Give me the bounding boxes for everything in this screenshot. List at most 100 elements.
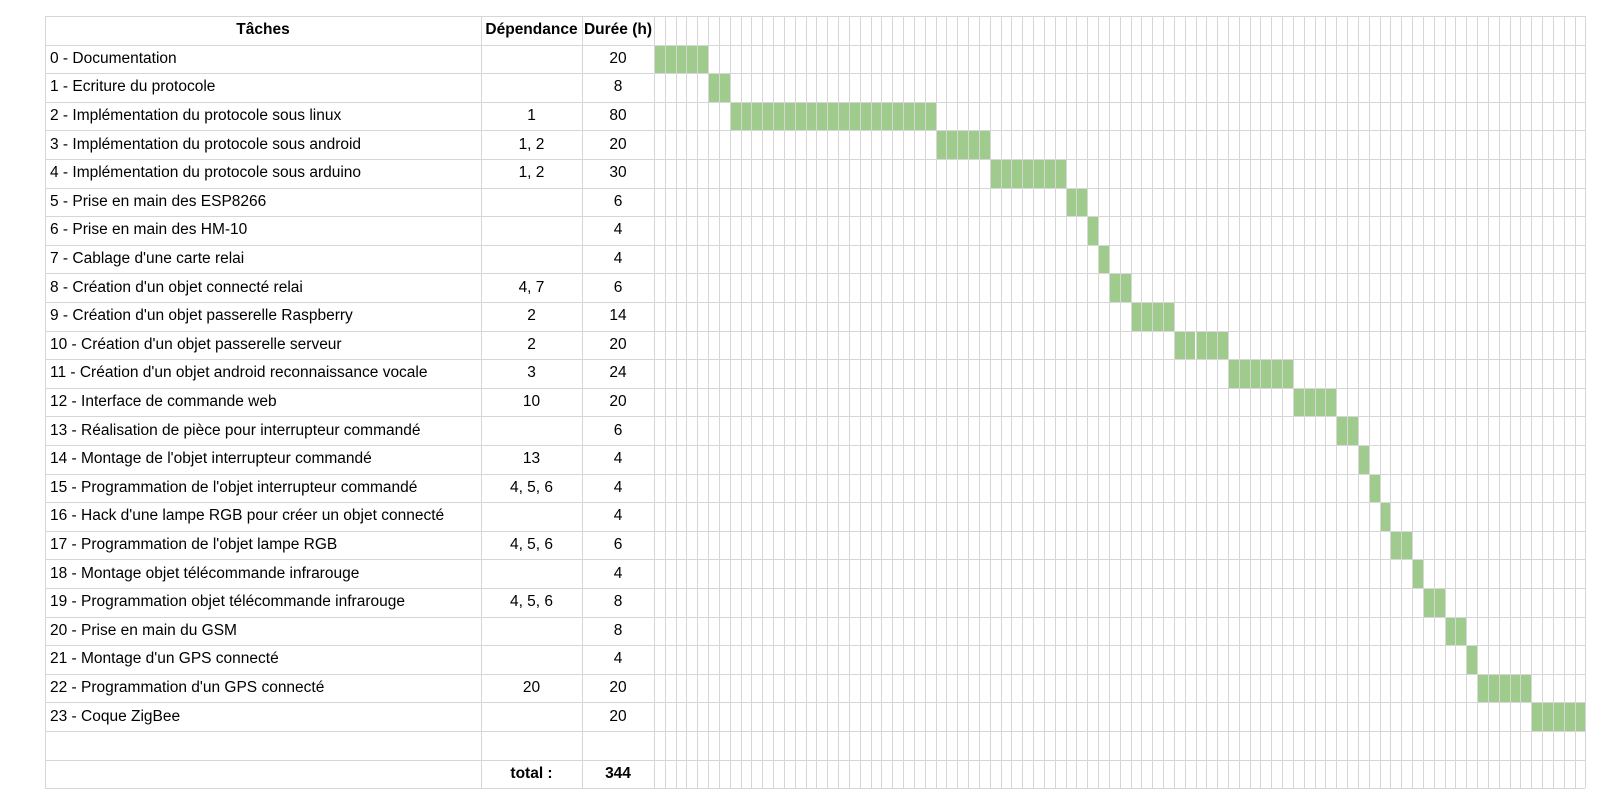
task-dependency xyxy=(481,645,582,674)
task-dependency: 4, 5, 6 xyxy=(509,478,554,496)
row-gridline xyxy=(45,302,1586,303)
gantt-bar-cell xyxy=(740,101,752,131)
gantt-bar-cell xyxy=(1314,387,1326,417)
timeline-gridline xyxy=(1433,16,1435,789)
timeline-gridline xyxy=(762,16,764,789)
gantt-bar-cell xyxy=(773,101,784,131)
row-gridline xyxy=(45,616,1586,618)
gantt-bar-cell xyxy=(1119,273,1131,302)
timeline-gridline xyxy=(968,16,970,789)
timeline-gridline xyxy=(794,16,796,789)
task-dependency: 20 xyxy=(522,679,541,697)
timeline-gridline xyxy=(708,16,710,789)
gantt-bar-cell xyxy=(1108,273,1120,302)
task-duration: 4 xyxy=(613,478,623,496)
task-name: 23 - Coque ZigBee xyxy=(50,707,181,725)
gantt-bar-cell xyxy=(1336,416,1348,445)
gantt-bar-cell xyxy=(1477,673,1488,703)
gantt-bar-cell xyxy=(664,44,676,74)
timeline-gridline xyxy=(1022,16,1024,789)
gantt-bar-cell xyxy=(1206,330,1218,360)
column-gridline xyxy=(654,16,655,789)
timeline-gridline xyxy=(913,16,915,789)
task-duration: 20 xyxy=(609,335,627,353)
gantt-bar-cell xyxy=(1390,530,1402,560)
gantt-bar-cell xyxy=(675,44,687,74)
gantt-bar-cell xyxy=(1542,702,1553,731)
gantt-bar-cell xyxy=(1249,359,1261,388)
task-dependency: 4, 7 xyxy=(518,278,545,296)
gantt-bar-cell xyxy=(1011,159,1023,188)
timeline-gridline xyxy=(946,16,948,789)
task-duration: 20 xyxy=(609,393,627,411)
task-name: 0 - Documentation xyxy=(50,49,177,67)
timeline-gridline xyxy=(816,16,818,789)
timeline-gridline xyxy=(1531,16,1533,789)
gantt-bar-cell xyxy=(946,130,958,159)
task-name: 7 - Cablage d'une carte relai xyxy=(50,250,245,268)
timeline-gridline xyxy=(1368,16,1370,789)
row-gridline xyxy=(45,731,1586,732)
row-gridline xyxy=(45,130,1586,132)
task-name: 13 - Réalisation de pièce pour interrupt… xyxy=(50,421,421,439)
timeline-gridline xyxy=(751,16,753,789)
task-name: 9 - Création d'un objet passerelle Raspb… xyxy=(50,307,353,325)
column-gridline xyxy=(582,16,583,789)
timeline-gridline xyxy=(1563,16,1565,789)
timeline-gridline xyxy=(870,16,872,789)
timeline-gridline xyxy=(1455,16,1457,789)
timeline-gridline xyxy=(1184,16,1186,789)
gantt-bar-cell xyxy=(1163,302,1174,331)
timeline-gridline xyxy=(1119,16,1121,789)
gantt-bar-cell xyxy=(1412,559,1423,588)
timeline-gridline xyxy=(1206,16,1208,789)
timeline-gridline xyxy=(1065,16,1067,789)
gantt-bar-cell xyxy=(957,130,969,159)
task-duration: 4 xyxy=(613,250,623,268)
timeline-gridline xyxy=(1412,16,1414,789)
timeline-gridline xyxy=(686,16,688,789)
row-gridline xyxy=(45,16,1586,17)
task-duration: 8 xyxy=(613,593,623,611)
timeline-gridline xyxy=(1444,16,1446,789)
task-duration: 24 xyxy=(609,364,627,382)
task-duration: 4 xyxy=(613,650,623,668)
gantt-bar-cell xyxy=(1271,359,1283,388)
timeline-gridline xyxy=(1325,16,1327,789)
task-duration: 30 xyxy=(609,164,627,182)
task-dependency xyxy=(481,188,582,217)
task-duration: 4 xyxy=(613,221,623,239)
gantt-bar-cell xyxy=(1552,702,1564,731)
gantt-bar-cell xyxy=(892,101,904,131)
row-gridline xyxy=(45,187,1586,189)
gantt-bar-cell xyxy=(870,101,882,131)
task-name: 18 - Montage objet télécommande infrarou… xyxy=(50,564,360,582)
row-gridline xyxy=(45,416,1586,418)
row-gridline xyxy=(45,359,1586,361)
gantt-bar-cell xyxy=(1422,588,1434,617)
task-duration: 14 xyxy=(609,307,627,325)
timeline-gridline xyxy=(1347,16,1349,789)
gantt-bar-cell xyxy=(1357,445,1369,474)
timeline-gridline xyxy=(1466,16,1468,789)
task-name: 3 - Implémentation du protocole sous and… xyxy=(50,135,362,153)
timeline-gridline xyxy=(1043,16,1045,789)
task-duration: 6 xyxy=(613,536,623,554)
task-dependency: 4, 5, 6 xyxy=(509,593,554,611)
task-duration: 6 xyxy=(613,278,623,296)
timeline-gridline xyxy=(1422,16,1424,789)
row-gridline xyxy=(45,645,1586,647)
timeline-gridline xyxy=(675,16,677,789)
gantt-bar-cell xyxy=(1217,330,1228,360)
gantt-bar-cell xyxy=(816,101,828,131)
timeline-gridline xyxy=(1130,16,1132,789)
timeline-gridline xyxy=(1585,16,1587,789)
gantt-bar-cell xyxy=(1292,387,1304,417)
task-dependency: 2 xyxy=(527,307,536,325)
timeline-gridline xyxy=(740,16,742,789)
gantt-bar-cell xyxy=(762,101,774,131)
task-duration: 20 xyxy=(609,49,627,67)
gantt-bar-cell xyxy=(1509,673,1521,703)
timeline-gridline xyxy=(1260,16,1262,789)
row-gridline xyxy=(45,702,1586,704)
